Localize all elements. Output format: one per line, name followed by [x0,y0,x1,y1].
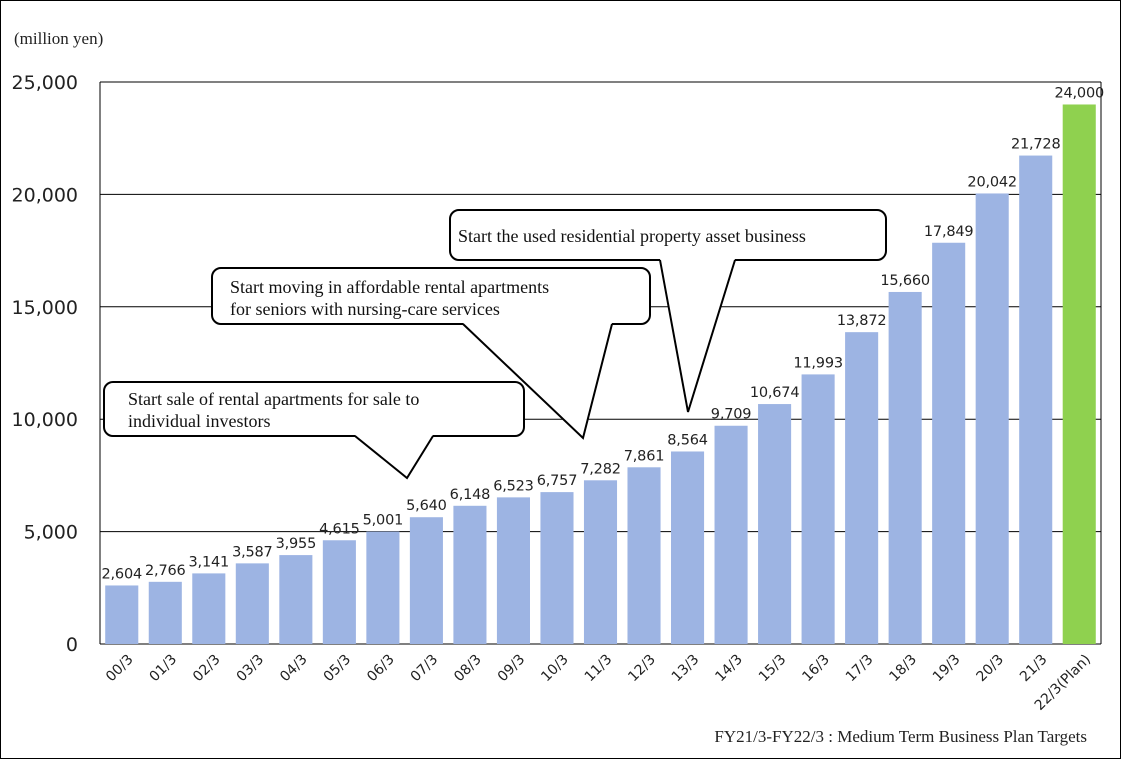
y-axis: 0 5,000 10,000 15,000 20,000 25,000 [12,72,78,656]
y-tick-label: 15,000 [12,297,78,319]
bar [627,467,661,644]
bar [583,480,618,644]
callout-box [103,381,525,437]
bar [366,531,400,644]
callout-tail [462,323,613,440]
bar [845,332,879,644]
bar [801,374,835,644]
data-label: 6,523 [493,478,534,494]
callout-text: Start the used residential property asse… [458,226,806,246]
bars [105,104,1096,645]
y-tick-label: 20,000 [12,184,78,206]
bar [192,573,226,644]
bar [932,242,966,644]
x-tick-label: 01/3 [147,652,181,686]
bar [975,193,1009,644]
callout-text: Start moving in affordable rental apartm… [230,277,549,297]
callout-tail [354,435,434,480]
data-label: 8,564 [667,432,708,448]
bar [888,291,922,644]
x-axis: 00/3 01/3 02/3 03/3 04/3 05/3 06/3 07/3 08/3 09/3… [103,652,1094,714]
data-label: 7,861 [624,448,665,464]
bar [1019,155,1053,644]
bar [540,492,574,644]
y-tick-label: 0 [66,634,78,656]
x-tick-label: 10/3 [538,652,572,686]
x-tick-label: 19/3 [930,652,964,686]
x-tick-label: 12/3 [625,652,659,686]
callout-tail-fill [463,323,612,438]
callout-text: for seniors with nursing-care services [230,299,500,319]
callout: Start moving in affordable rental apartm… [211,267,651,440]
x-tick-label: 07/3 [408,652,442,686]
x-tick-label: 02/3 [190,652,224,686]
bar [714,425,748,644]
callout-tail-fill [660,259,735,412]
data-label: 2,604 [102,566,143,582]
x-tick-label: 03/3 [234,652,268,686]
data-label: 3,141 [189,554,230,570]
bar [1062,104,1096,645]
x-tick-label: 17/3 [843,652,877,686]
data-label: 20,042 [967,174,1017,190]
data-label: 21,728 [1011,137,1061,153]
data-label: 5,640 [406,498,447,514]
data-labels: 2,604 2,7663,1413,5873,9554,6155,0015,640… [102,85,1105,582]
annotations: Start sale of rental apartments for sale… [103,209,887,480]
x-tick-label: 15/3 [756,652,790,686]
bar [758,404,792,644]
callout-tail [659,259,736,413]
callout-text: individual investors [128,411,271,431]
callout: Start sale of rental apartments for sale… [103,381,525,480]
callout-box [211,267,651,325]
x-tick-label: 09/3 [495,652,529,686]
y-tick-label: 10,000 [12,409,78,431]
callout-text: Start sale of rental apartments for sale… [128,389,419,409]
x-tick-label: 00/3 [103,652,137,686]
bar [496,497,530,644]
data-label: 7,282 [580,461,621,477]
unit-label: (million yen) [14,29,103,48]
data-label: 13,872 [837,313,887,329]
x-tick-label: 14/3 [712,652,746,686]
callout: Start the used residential property asse… [449,209,887,413]
data-label: 5,001 [363,513,404,529]
bar [105,585,139,644]
data-label: 3,955 [276,536,317,552]
data-label: 9,709 [711,407,752,423]
y-tick-label: 5,000 [24,522,78,544]
data-label: 17,849 [924,224,974,240]
x-tick-label: 06/3 [364,652,398,686]
bar [409,517,443,644]
bar [235,563,269,644]
x-tick-label: 05/3 [321,652,355,686]
data-label: 15,660 [880,273,930,289]
bar [322,540,356,644]
data-label: 3,587 [232,544,273,560]
data-label: 2,766 [145,563,186,579]
x-tick-label: 21/3 [1017,652,1051,686]
data-label: 24,000 [1054,85,1104,101]
data-label: 11,993 [793,355,843,371]
x-tick-label: 16/3 [799,652,833,686]
data-label: 10,674 [750,385,800,401]
bar [148,581,182,644]
data-label: 6,757 [537,473,578,489]
x-tick-label: 08/3 [451,652,485,686]
bar [453,505,487,644]
x-tick-label: 04/3 [277,652,311,686]
footnote: FY21/3-FY22/3 : Medium Term Business Pla… [714,727,1087,746]
x-tick-label: 13/3 [669,652,703,686]
data-label: 6,148 [450,487,491,503]
x-tick-label: 11/3 [582,652,616,686]
data-label: 4,615 [319,521,360,537]
bar [279,555,313,644]
y-tick-label: 25,000 [12,72,78,94]
bar [671,451,705,644]
x-tick-label: 20/3 [973,652,1007,686]
x-tick-label: 18/3 [886,652,920,686]
